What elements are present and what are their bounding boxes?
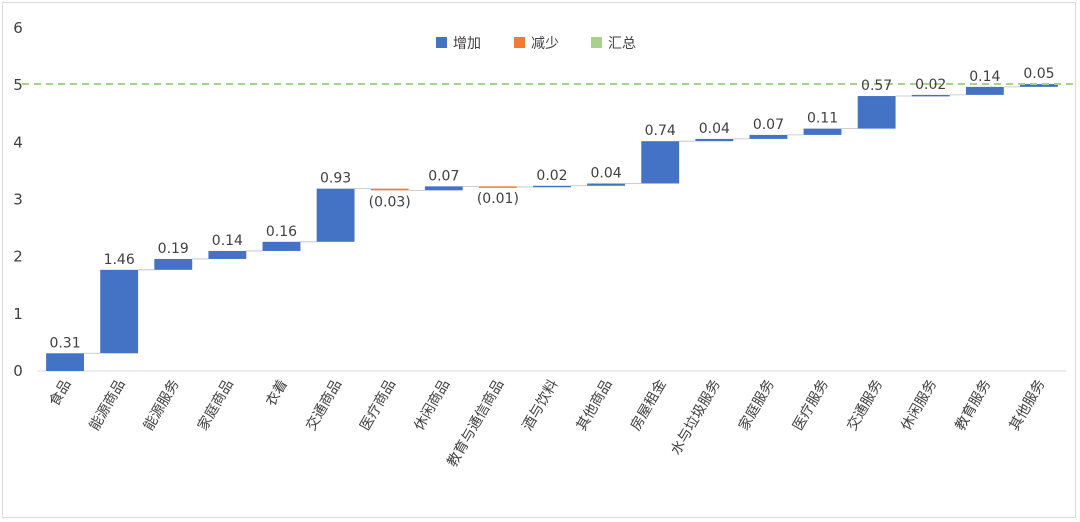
data-label: 1.46 [104, 252, 135, 268]
data-label: 0.07 [753, 117, 784, 133]
legend-label-decrease: 减少 [531, 36, 559, 52]
data-label: 0.05 [1023, 66, 1054, 82]
increase-bar [262, 241, 301, 251]
y-tick-label: 4 [13, 133, 23, 151]
increase-bar [587, 183, 626, 186]
category-label: 家庭商品 [194, 377, 237, 434]
increase-bar [424, 186, 463, 191]
data-label: (0.01) [477, 191, 519, 207]
increase-bar [46, 353, 84, 371]
category-label: 其他服务 [1007, 377, 1049, 433]
bars [46, 84, 1058, 371]
category-label: 酒与饮料 [520, 377, 562, 433]
y-tick-label: 0 [13, 362, 23, 380]
increase-bar [100, 269, 139, 354]
y-axis: 0 1 2 3 4 5 6 [13, 19, 23, 380]
increase-bar [208, 250, 247, 259]
data-labels: 0.31 1.46 0.19 0.14 0.16 0.93 (0.03) 0.07 (0.01)… [49, 66, 1054, 351]
legend-label-total: 汇总 [608, 36, 636, 52]
category-label: 能源服务 [141, 377, 183, 433]
y-tick-label: 2 [13, 248, 23, 266]
data-label: 0.14 [969, 69, 1000, 85]
category-label: 教育服务 [952, 377, 994, 433]
increase-bar [803, 128, 842, 135]
increase-bar [154, 258, 193, 270]
category-label: 衣着 [263, 377, 291, 409]
data-label: 0.02 [915, 77, 946, 93]
increase-bar [749, 134, 788, 139]
data-label: 0.19 [158, 241, 189, 257]
x-axis: 食品 能源商品 能源服务 家庭商品 衣着 交通商品 医疗商品 休闲商品教育与通信商品 酒与饮料其… [38, 370, 1066, 470]
data-label: 0.07 [428, 168, 459, 184]
category-label: 休闲服务 [898, 377, 940, 433]
legend-label-increase: 增加 [453, 36, 481, 52]
category-label: 能源商品 [87, 377, 129, 433]
category-label: 教育与通信商品 [445, 377, 508, 470]
decrease-bar [370, 188, 409, 191]
category-label: 休闲商品 [411, 377, 453, 433]
category-label: 医疗商品 [357, 377, 399, 433]
legend-swatch-decrease [514, 37, 525, 48]
legend-swatch-total [591, 37, 602, 48]
increase-bar [1020, 84, 1058, 87]
increase-bar [911, 94, 950, 97]
category-label: 交通服务 [843, 377, 886, 434]
data-label: 0.57 [861, 78, 892, 94]
increase-bar [316, 188, 355, 242]
category-label: 食品 [46, 377, 75, 410]
data-label: 0.11 [807, 111, 838, 127]
legend-swatch-increase [436, 37, 447, 48]
y-tick-label: 6 [13, 19, 23, 37]
data-label: 0.74 [645, 123, 676, 139]
y-tick-label: 1 [13, 305, 23, 323]
connector-lines [83, 86, 1021, 354]
data-label: (0.03) [369, 194, 411, 210]
data-label: 0.16 [266, 224, 297, 240]
data-label: 0.14 [212, 233, 243, 249]
category-label: 水与垃圾服务 [668, 377, 724, 458]
increase-bar [695, 138, 734, 142]
data-label: 0.93 [320, 171, 351, 187]
category-label: 房屋租金 [628, 377, 670, 433]
data-label: 0.31 [49, 335, 80, 351]
category-label: 交通商品 [302, 377, 345, 434]
category-label: 家庭服务 [735, 377, 778, 434]
increase-bar [857, 96, 896, 129]
data-label: 0.04 [699, 121, 730, 137]
increase-bar [533, 185, 571, 188]
category-label: 其他商品 [574, 377, 616, 433]
y-tick-label: 3 [13, 191, 23, 209]
legend: 增加 减少 汇总 [436, 36, 636, 52]
data-label: 0.04 [591, 165, 622, 181]
category-label: 医疗服务 [790, 377, 832, 433]
y-tick-label: 5 [13, 76, 23, 94]
increase-bar [641, 141, 680, 184]
data-label: 0.02 [536, 168, 567, 184]
increase-bar [965, 86, 1004, 95]
decrease-bar [478, 186, 517, 188]
